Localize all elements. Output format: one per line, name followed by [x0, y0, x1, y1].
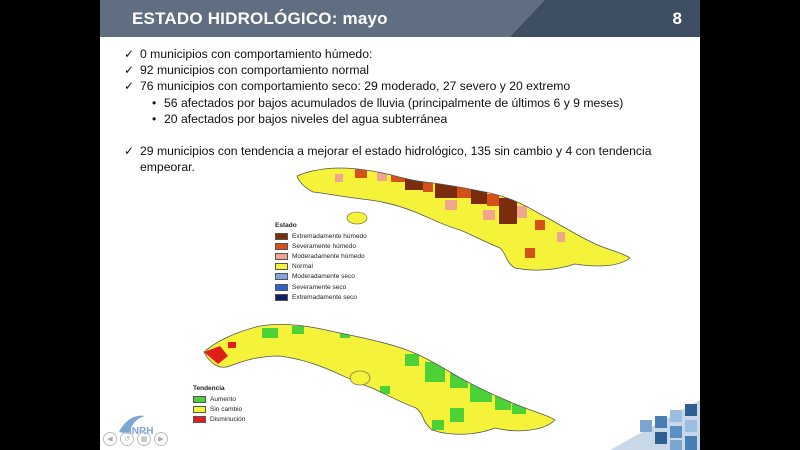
tendencia-legend: Tendencia Aumento Sin cambio Disminución — [193, 385, 245, 425]
slide-title: ESTADO HIDROLÓGICO: mayo — [132, 9, 388, 28]
legend-swatch — [193, 415, 206, 423]
legend-item: Sin cambio — [193, 404, 245, 414]
logo-text: INRH — [129, 426, 153, 437]
inrh-logo: INRH — [115, 412, 163, 438]
estado-legend: Estado Extremadamente húmedo Severamente… — [275, 222, 367, 302]
bullet-dot-icon: • — [152, 96, 157, 110]
check-icon: ✓ — [124, 63, 135, 77]
legend-item: Extremadamente seco — [275, 292, 367, 302]
sub-bullet-1: • 56 afectados por bajos acumulados de ll… — [152, 96, 624, 110]
legend-title: Tendencia — [193, 385, 225, 392]
legend-swatch — [275, 242, 288, 250]
bullet-2: ✓ 92 municipios con comportamiento normal — [124, 63, 369, 78]
decorative-squares — [610, 400, 700, 450]
legend-item: Aumento — [193, 394, 245, 404]
legend-label: Moderadamente húmedo — [292, 252, 365, 260]
bullet-dot-icon: • — [152, 112, 157, 126]
legend-item: Severamente húmedo — [275, 241, 367, 251]
legend-label: Moderadamente seco — [292, 273, 355, 281]
page-number: 8 — [672, 9, 682, 28]
estado-map — [296, 167, 631, 271]
next-icon[interactable]: ▶ — [154, 432, 168, 446]
bullet-trend-cont: empeorar. — [140, 160, 195, 175]
legend-label: Sin cambio — [210, 405, 243, 413]
tendencia-map — [203, 324, 556, 435]
slide-header: ESTADO HIDROLÓGICO: mayo 8 — [100, 0, 700, 37]
legend-item: Extremadamente húmedo — [275, 231, 367, 241]
sub-bullet-text: 20 afectados por bajos niveles del agua … — [164, 112, 448, 126]
check-icon: ✓ — [124, 47, 135, 61]
bullet-text: empeorar. — [140, 160, 195, 174]
legend-swatch — [193, 405, 206, 413]
legend-item: Moderadamente húmedo — [275, 251, 367, 261]
sub-bullet-2: • 20 afectados por bajos niveles del agua… — [152, 112, 448, 126]
legend-label: Extremadamente seco — [292, 293, 358, 301]
bullet-text: 0 municipios con comportamiento húmedo: — [140, 47, 373, 61]
legend-swatch — [275, 263, 288, 271]
legend-label: Extremadamente húmedo — [292, 232, 367, 240]
legend-label: Severamente húmedo — [292, 242, 356, 250]
slide-nav[interactable]: ◀ ↺ ▦ ▶ — [103, 432, 168, 446]
legend-swatch — [275, 252, 288, 260]
bullet-1: ✓ 0 municipios con comportamiento húmedo: — [124, 47, 373, 62]
legend-title: Estado — [275, 222, 297, 229]
legend-item: Moderadamente seco — [275, 272, 367, 282]
back-icon[interactable]: ↺ — [120, 432, 134, 446]
bullet-text: 29 municipios con tendencia a mejorar el… — [140, 144, 652, 158]
bullet-3: ✓ 76 municipios con comportamiento seco: … — [124, 79, 571, 94]
legend-item: Disminución — [193, 414, 245, 424]
legend-swatch — [275, 283, 288, 291]
legend-swatch — [275, 273, 288, 281]
bullet-trend: ✓ 29 municipios con tendencia a mejorar e… — [124, 144, 686, 159]
check-icon: ✓ — [124, 144, 135, 158]
check-icon: ✓ — [124, 79, 135, 93]
legend-swatch — [193, 395, 206, 403]
menu-icon[interactable]: ▦ — [137, 432, 151, 446]
slide: ESTADO HIDROLÓGICO: mayo 8 ✓ 0 municipios… — [100, 0, 700, 450]
logo-graphic: INRH — [119, 415, 153, 437]
legend-item: Normal — [275, 262, 367, 272]
prev-icon[interactable]: ◀ — [103, 432, 117, 446]
legend-label: Aumento — [210, 395, 237, 403]
bullet-text: 76 municipios con comportamiento seco: 2… — [140, 79, 571, 93]
legend-swatch — [275, 293, 288, 301]
legend-label: Normal — [292, 263, 313, 271]
header-band — [510, 0, 700, 37]
legend-item: Severamente seco — [275, 282, 367, 292]
bullet-text: 92 municipios con comportamiento normal — [140, 63, 369, 77]
legend-swatch — [275, 232, 288, 240]
legend-label: Severamente seco — [292, 283, 347, 291]
legend-label: Disminución — [210, 415, 246, 423]
sub-bullet-text: 56 afectados por bajos acumulados de llu… — [164, 96, 624, 110]
